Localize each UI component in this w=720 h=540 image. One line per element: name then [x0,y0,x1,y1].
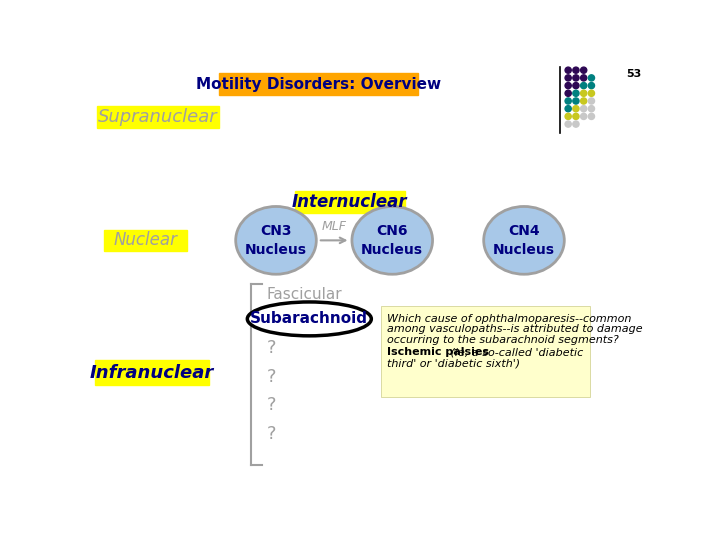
Circle shape [580,75,587,81]
Circle shape [580,106,587,112]
Circle shape [580,83,587,89]
Text: among vasculopaths--is attributed to damage: among vasculopaths--is attributed to dam… [387,325,642,334]
Text: ?: ? [266,339,276,357]
Ellipse shape [235,206,316,274]
Circle shape [573,98,579,104]
Circle shape [573,113,579,119]
Circle shape [565,83,571,89]
Text: third' or 'diabetic sixth'): third' or 'diabetic sixth') [387,358,520,368]
Circle shape [573,121,579,127]
Circle shape [573,67,579,73]
Text: CN6
Nucleus: CN6 Nucleus [361,224,423,257]
Text: ?: ? [266,426,276,443]
Circle shape [588,83,595,89]
Circle shape [580,98,587,104]
FancyBboxPatch shape [219,73,418,95]
Circle shape [565,98,571,104]
Circle shape [573,106,579,112]
Text: MLF: MLF [322,220,346,233]
Text: Motility Disorders: Overview: Motility Disorders: Overview [196,77,441,92]
Text: Nuclear: Nuclear [114,231,178,249]
Text: Which cause of ophthalmoparesis--common: Which cause of ophthalmoparesis--common [387,314,631,323]
Circle shape [573,90,579,96]
Circle shape [565,106,571,112]
Text: Subarachnoid: Subarachnoid [251,312,369,326]
Circle shape [588,75,595,81]
FancyBboxPatch shape [294,191,405,213]
Circle shape [565,90,571,96]
FancyBboxPatch shape [97,106,219,128]
Text: ?: ? [266,368,276,386]
Circle shape [588,90,595,96]
Text: occurring to the subarachnoid segments?: occurring to the subarachnoid segments? [387,335,618,345]
Text: ?: ? [266,396,276,414]
Text: Internuclear: Internuclear [292,193,408,211]
Text: Fascicular: Fascicular [266,287,342,302]
Circle shape [573,75,579,81]
Circle shape [588,113,595,119]
Text: (ie, a so-called 'diabetic: (ie, a so-called 'diabetic [447,347,583,357]
Text: Infranuclear: Infranuclear [90,364,214,382]
Circle shape [573,83,579,89]
Ellipse shape [352,206,433,274]
Text: CN4
Nucleus: CN4 Nucleus [493,224,555,257]
FancyBboxPatch shape [95,361,209,385]
Circle shape [565,121,571,127]
FancyBboxPatch shape [104,230,187,251]
Text: Supranuclear: Supranuclear [99,108,218,126]
Text: Ischemic palsies: Ischemic palsies [387,347,489,357]
Text: CN3
Nucleus: CN3 Nucleus [245,224,307,257]
Circle shape [580,90,587,96]
Circle shape [580,67,587,73]
Circle shape [565,67,571,73]
Circle shape [565,113,571,119]
Text: 53: 53 [626,70,642,79]
Ellipse shape [484,206,564,274]
Ellipse shape [248,302,372,336]
Circle shape [565,75,571,81]
Circle shape [580,113,587,119]
Circle shape [588,98,595,104]
Circle shape [588,106,595,112]
FancyBboxPatch shape [382,306,590,397]
